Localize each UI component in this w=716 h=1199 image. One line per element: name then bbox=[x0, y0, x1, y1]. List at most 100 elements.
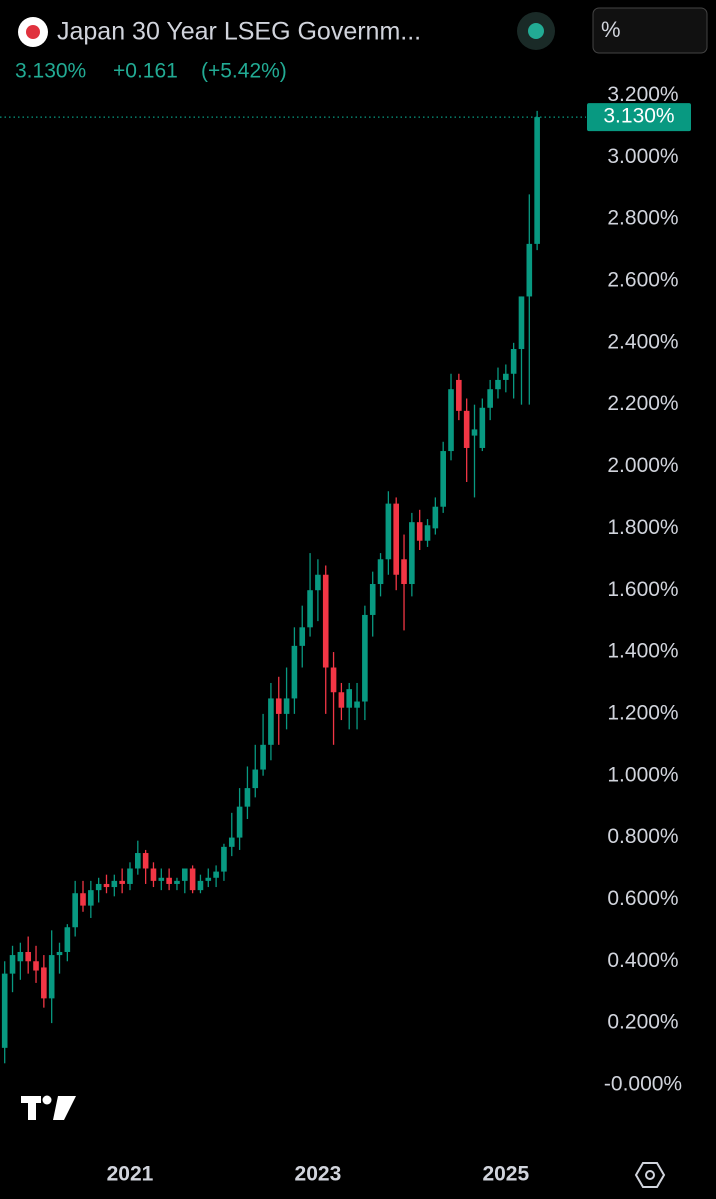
candle-body bbox=[181, 868, 188, 881]
y-tick-label: 0.200% bbox=[607, 1011, 678, 1034]
candle-body bbox=[56, 951, 63, 956]
price: 3.130% bbox=[15, 60, 86, 83]
x-tick-label: 2025 bbox=[482, 1163, 529, 1186]
candle-body bbox=[283, 698, 290, 714]
candle-body bbox=[41, 967, 47, 999]
status-dot bbox=[528, 23, 544, 39]
candle-body bbox=[174, 880, 180, 884]
x-tick-label: 2023 bbox=[295, 1163, 342, 1186]
y-tick-label: 2.800% bbox=[607, 207, 678, 230]
change: +0.161 bbox=[113, 60, 178, 83]
candle-body bbox=[221, 846, 227, 872]
y-tick-label: 1.200% bbox=[607, 701, 678, 724]
candle-body bbox=[64, 927, 71, 952]
y-tick-label: 3.200% bbox=[607, 83, 678, 106]
candle-body bbox=[268, 698, 274, 745]
candle-body bbox=[127, 868, 133, 884]
candle-body bbox=[369, 584, 376, 615]
candle-body bbox=[260, 744, 266, 770]
candle-body bbox=[448, 389, 454, 452]
candle-body bbox=[518, 296, 525, 350]
y-tick-label: 2.200% bbox=[607, 392, 678, 415]
y-tick-label: 1.400% bbox=[607, 640, 678, 663]
candle-body bbox=[111, 880, 118, 888]
candle-body bbox=[456, 379, 462, 411]
x-tick-label: 2021 bbox=[107, 1163, 154, 1186]
candle-body bbox=[393, 503, 399, 575]
candle-body bbox=[33, 961, 39, 971]
candle-body bbox=[197, 880, 204, 891]
change-pct: (+5.42%) bbox=[201, 60, 287, 83]
candle-body bbox=[307, 590, 313, 628]
candle-body bbox=[495, 379, 501, 390]
candle-body bbox=[236, 806, 243, 838]
candle-body bbox=[244, 788, 251, 807]
candle-body bbox=[322, 574, 329, 668]
symbol-title: Japan 30 Year LSEG Governm... bbox=[57, 18, 421, 46]
candle-body bbox=[103, 883, 110, 888]
candle-body bbox=[95, 883, 102, 891]
candle-body bbox=[377, 559, 384, 585]
candle-body bbox=[409, 522, 415, 585]
candle-body bbox=[291, 645, 298, 699]
tradingview-logo bbox=[21, 1095, 76, 1120]
candle-body bbox=[189, 868, 196, 891]
candle-body bbox=[228, 837, 235, 847]
candle-body bbox=[299, 627, 306, 646]
candle-body bbox=[213, 871, 219, 878]
candle-body bbox=[9, 955, 16, 974]
candle-body bbox=[424, 525, 431, 541]
candle-body bbox=[401, 559, 407, 585]
last-price-badge bbox=[587, 103, 691, 132]
y-tick-label: 2.600% bbox=[607, 269, 678, 292]
candle-body bbox=[158, 877, 165, 881]
candle-body bbox=[354, 701, 360, 708]
y-tick-label: 2.000% bbox=[607, 454, 678, 477]
candle-body bbox=[88, 890, 94, 906]
candle-body bbox=[385, 503, 392, 560]
candle-body bbox=[119, 880, 125, 884]
candle-body bbox=[330, 667, 337, 693]
candle-body bbox=[338, 692, 345, 708]
candle-body bbox=[440, 451, 446, 507]
candle-body bbox=[503, 373, 509, 380]
y-tick-label: 0.800% bbox=[607, 825, 678, 848]
candle-body bbox=[80, 893, 86, 906]
candle-body bbox=[479, 407, 486, 448]
candle-body bbox=[534, 117, 540, 244]
candle-body bbox=[315, 574, 321, 591]
y-tick-label: 0.400% bbox=[607, 949, 678, 972]
candle-body bbox=[526, 243, 533, 297]
unit-button[interactable] bbox=[592, 7, 708, 54]
candle-body bbox=[346, 689, 353, 708]
candle-body bbox=[166, 877, 172, 884]
y-tick-label: 0.600% bbox=[607, 887, 678, 910]
candle-body bbox=[17, 951, 24, 962]
candle-body bbox=[25, 951, 31, 962]
candle-body bbox=[362, 614, 368, 702]
candle-body bbox=[432, 506, 439, 529]
last-price-label: 3.130% bbox=[603, 105, 674, 128]
candle-body bbox=[471, 429, 478, 436]
y-tick-label: -0.000% bbox=[604, 1072, 682, 1095]
candle-body bbox=[150, 868, 157, 881]
y-tick-label: 1.800% bbox=[607, 516, 678, 539]
candle-body bbox=[142, 853, 149, 869]
candle-body bbox=[416, 522, 423, 541]
candle-body bbox=[72, 893, 78, 928]
y-tick-label: 3.000% bbox=[607, 145, 678, 168]
candle-body bbox=[275, 698, 282, 714]
settings-icon[interactable] bbox=[634, 1162, 666, 1188]
candle-body bbox=[205, 877, 212, 881]
y-tick-label: 1.600% bbox=[607, 578, 678, 601]
candle-body bbox=[487, 389, 493, 408]
unit-button-label[interactable]: % bbox=[601, 17, 621, 42]
candle-body bbox=[252, 769, 259, 789]
candle-body bbox=[135, 853, 141, 869]
candle-body bbox=[510, 349, 517, 374]
candle-body bbox=[48, 955, 55, 999]
y-tick-label: 1.000% bbox=[607, 763, 678, 786]
